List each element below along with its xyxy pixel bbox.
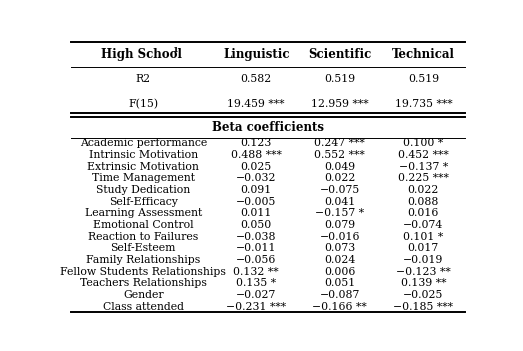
Text: Beta coefficients: Beta coefficients xyxy=(212,121,324,134)
Text: Scientific: Scientific xyxy=(308,48,371,61)
Text: 0.051: 0.051 xyxy=(324,278,356,288)
Text: 0.016: 0.016 xyxy=(407,208,439,218)
Text: −0.038: −0.038 xyxy=(236,232,277,241)
Text: 1: 1 xyxy=(173,46,178,54)
Text: 0.100 *: 0.100 * xyxy=(403,138,444,148)
Text: 0.101 *: 0.101 * xyxy=(403,232,444,241)
Text: Learning Assessment: Learning Assessment xyxy=(85,208,202,218)
Text: 0.552 ***: 0.552 *** xyxy=(314,150,365,160)
Text: Academic performance: Academic performance xyxy=(79,138,207,148)
Text: 19.459 ***: 19.459 *** xyxy=(228,99,285,109)
Text: 0.225 ***: 0.225 *** xyxy=(398,173,449,183)
Text: 19.735 ***: 19.735 *** xyxy=(394,99,452,109)
Text: −0.185 ***: −0.185 *** xyxy=(393,302,453,312)
Text: −0.074: −0.074 xyxy=(403,220,444,230)
Text: 0.139 **: 0.139 ** xyxy=(401,278,446,288)
Text: High School: High School xyxy=(101,48,186,61)
Text: −0.157 *: −0.157 * xyxy=(315,208,365,218)
Text: 0.011: 0.011 xyxy=(241,208,272,218)
Text: −0.231 ***: −0.231 *** xyxy=(226,302,286,312)
Text: Teachers Relationships: Teachers Relationships xyxy=(80,278,207,288)
Text: −0.123 **: −0.123 ** xyxy=(396,267,451,277)
Text: 0.022: 0.022 xyxy=(324,173,356,183)
Text: 0.123: 0.123 xyxy=(241,138,272,148)
Text: F(15): F(15) xyxy=(128,99,158,110)
Text: 0.073: 0.073 xyxy=(324,243,356,253)
Text: 0.132 **: 0.132 ** xyxy=(233,267,279,277)
Text: Intrinsic Motivation: Intrinsic Motivation xyxy=(88,150,198,160)
Text: Technical: Technical xyxy=(392,48,455,61)
Text: R2: R2 xyxy=(135,74,151,85)
Text: 0.091: 0.091 xyxy=(241,185,272,195)
Text: 0.025: 0.025 xyxy=(241,162,272,172)
Text: −0.166 **: −0.166 ** xyxy=(312,302,367,312)
Text: 0.582: 0.582 xyxy=(241,74,272,85)
Text: Gender: Gender xyxy=(123,290,164,300)
Text: Self-Efficacy: Self-Efficacy xyxy=(109,197,178,207)
Text: 0.022: 0.022 xyxy=(407,185,439,195)
Text: 0.519: 0.519 xyxy=(408,74,439,85)
Text: −0.087: −0.087 xyxy=(320,290,360,300)
Text: 0.050: 0.050 xyxy=(241,220,272,230)
Text: Reaction to Failures: Reaction to Failures xyxy=(88,232,198,241)
Text: 0.079: 0.079 xyxy=(324,220,355,230)
Text: −0.005: −0.005 xyxy=(236,197,277,207)
Text: Family Relationships: Family Relationships xyxy=(86,255,200,265)
Text: 0.049: 0.049 xyxy=(324,162,355,172)
Text: Study Dedication: Study Dedication xyxy=(96,185,190,195)
Text: −0.056: −0.056 xyxy=(236,255,277,265)
Text: 0.006: 0.006 xyxy=(324,267,356,277)
Text: 0.452 ***: 0.452 *** xyxy=(398,150,449,160)
Text: 0.247 ***: 0.247 *** xyxy=(314,138,365,148)
Text: 0.519: 0.519 xyxy=(324,74,355,85)
Text: −0.025: −0.025 xyxy=(403,290,444,300)
Text: Time Management: Time Management xyxy=(92,173,195,183)
Text: −0.075: −0.075 xyxy=(320,185,360,195)
Text: Emotional Control: Emotional Control xyxy=(93,220,194,230)
Text: Extrinsic Motivation: Extrinsic Motivation xyxy=(87,162,199,172)
Text: −0.027: −0.027 xyxy=(236,290,277,300)
Text: 0.488 ***: 0.488 *** xyxy=(231,150,282,160)
Text: 0.041: 0.041 xyxy=(324,197,356,207)
Text: 0.135 *: 0.135 * xyxy=(236,278,276,288)
Text: 12.959 ***: 12.959 *** xyxy=(311,99,369,109)
Text: −0.016: −0.016 xyxy=(320,232,360,241)
Text: −0.011: −0.011 xyxy=(236,243,277,253)
Text: −0.137 *: −0.137 * xyxy=(399,162,448,172)
Text: 0.017: 0.017 xyxy=(408,243,439,253)
Text: Fellow Students Relationships: Fellow Students Relationships xyxy=(60,267,226,277)
Text: Linguistic: Linguistic xyxy=(223,48,290,61)
Text: −0.019: −0.019 xyxy=(403,255,444,265)
Text: 0.024: 0.024 xyxy=(324,255,356,265)
Text: Class attended: Class attended xyxy=(103,302,184,312)
Text: Self-Esteem: Self-Esteem xyxy=(110,243,176,253)
Text: −0.032: −0.032 xyxy=(236,173,277,183)
Text: 0.088: 0.088 xyxy=(407,197,439,207)
